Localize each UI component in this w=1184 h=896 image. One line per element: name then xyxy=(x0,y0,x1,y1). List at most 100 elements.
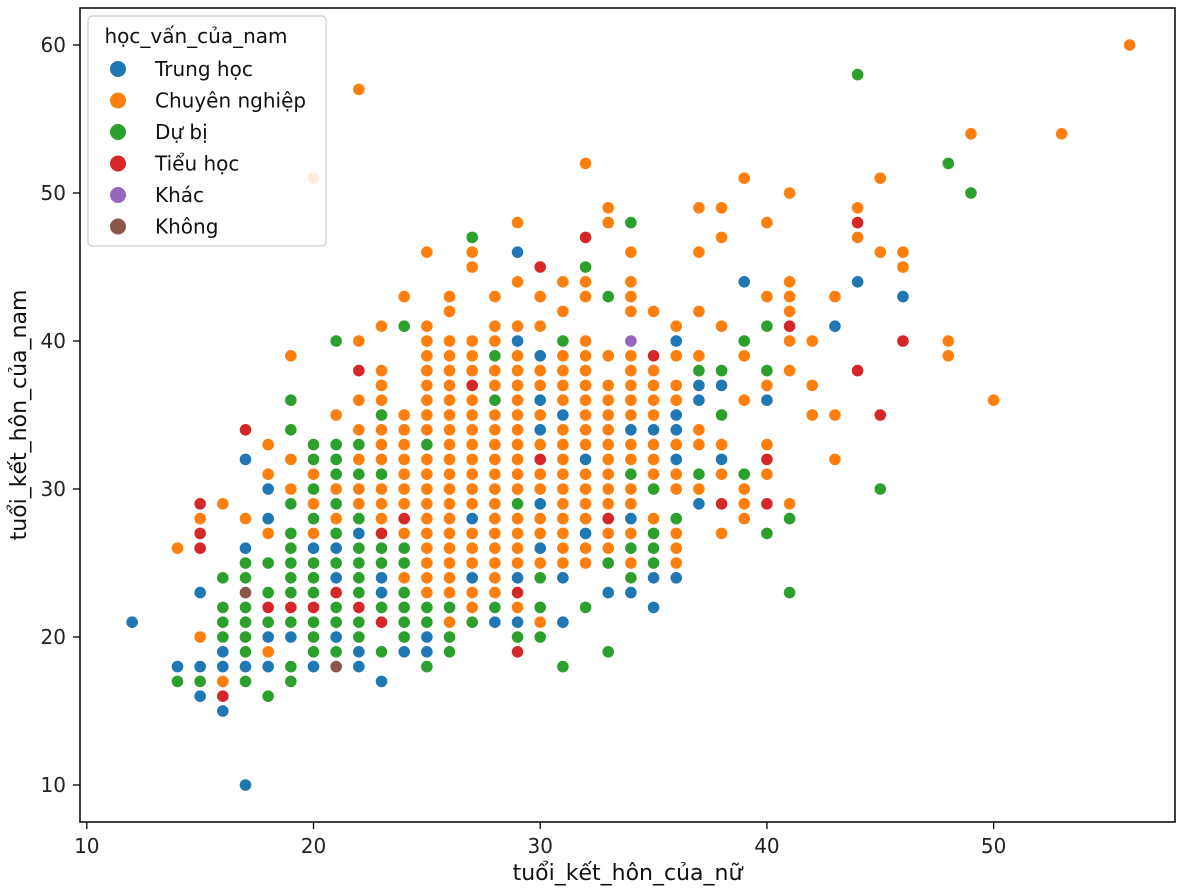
point-chuyen-nghiep xyxy=(624,349,638,363)
point-chuyen-nghiep xyxy=(442,511,457,526)
point-chuyen-nghiep xyxy=(442,304,457,318)
point-chuyen-nghiep xyxy=(510,437,525,452)
point-du-bi xyxy=(533,571,547,585)
point-chuyen-nghiep xyxy=(420,423,434,437)
point-tieu-hoc xyxy=(510,585,525,600)
point-chuyen-nghiep xyxy=(352,452,366,466)
point-chuyen-nghiep xyxy=(329,511,343,526)
point-chuyen-nghiep xyxy=(488,334,502,348)
point-du-bi xyxy=(510,630,525,644)
point-chuyen-nghiep xyxy=(556,363,570,378)
point-chuyen-nghiep xyxy=(510,467,525,481)
y-tick-label: 50 xyxy=(41,181,66,205)
point-trung-hoc xyxy=(465,511,479,526)
point-trung-hoc xyxy=(578,452,593,466)
point-chuyen-nghiep xyxy=(465,541,479,555)
point-chuyen-nghiep xyxy=(374,319,389,333)
point-chuyen-nghiep xyxy=(646,511,661,526)
point-chuyen-nghiep xyxy=(465,363,479,378)
x-tick-label: 40 xyxy=(754,834,779,858)
point-chuyen-nghiep xyxy=(510,319,525,333)
point-chuyen-nghiep xyxy=(578,156,593,170)
point-chuyen-nghiep xyxy=(601,482,615,496)
point-du-bi xyxy=(352,630,366,644)
point-tieu-hoc xyxy=(397,511,411,526)
point-chuyen-nghiep xyxy=(420,363,434,378)
point-chuyen-nghiep xyxy=(556,526,570,541)
point-tieu-hoc xyxy=(578,230,593,244)
point-chuyen-nghiep xyxy=(488,452,502,466)
point-trung-hoc xyxy=(828,319,842,333)
point-du-bi xyxy=(465,615,479,629)
point-du-bi xyxy=(352,541,366,555)
point-du-bi xyxy=(397,585,411,600)
point-chuyen-nghiep xyxy=(578,482,593,496)
point-chuyen-nghiep xyxy=(533,615,547,629)
x-tick-label: 20 xyxy=(301,834,326,858)
point-trung-hoc xyxy=(737,275,751,289)
point-chuyen-nghiep xyxy=(624,275,638,289)
point-chuyen-nghiep xyxy=(578,437,593,452)
point-du-bi xyxy=(465,230,479,244)
point-chuyen-nghiep xyxy=(420,482,434,496)
point-du-bi xyxy=(601,556,615,570)
point-trung-hoc xyxy=(488,615,502,629)
point-trung-hoc xyxy=(533,393,547,407)
point-chuyen-nghiep xyxy=(352,393,366,407)
point-trung-hoc xyxy=(420,630,434,644)
point-du-bi xyxy=(216,630,230,644)
point-du-bi xyxy=(420,600,434,615)
point-chuyen-nghiep xyxy=(669,437,683,452)
point-du-bi xyxy=(238,571,253,585)
point-du-bi xyxy=(284,541,298,555)
point-chuyen-nghiep xyxy=(442,423,457,437)
point-chuyen-nghiep xyxy=(488,363,502,378)
point-du-bi xyxy=(374,600,389,615)
point-chuyen-nghiep xyxy=(782,186,797,200)
point-chuyen-nghiep xyxy=(601,526,615,541)
point-du-bi xyxy=(238,674,253,689)
point-chuyen-nghiep xyxy=(805,334,819,348)
point-chuyen-nghiep xyxy=(714,467,729,481)
point-tieu-hoc xyxy=(510,645,525,659)
point-du-bi xyxy=(261,615,275,629)
point-trung-hoc xyxy=(624,511,638,526)
point-chuyen-nghiep xyxy=(873,245,887,259)
point-du-bi xyxy=(374,541,389,555)
point-chuyen-nghiep xyxy=(624,482,638,496)
point-chuyen-nghiep xyxy=(420,571,434,585)
point-chuyen-nghiep xyxy=(510,363,525,378)
point-trung-hoc xyxy=(125,615,139,629)
legend-label: Dự bị xyxy=(155,120,208,144)
point-trung-hoc xyxy=(760,393,774,407)
point-chuyen-nghiep xyxy=(578,556,593,570)
point-chuyen-nghiep xyxy=(465,482,479,496)
point-trung-hoc xyxy=(352,659,366,674)
point-trung-hoc xyxy=(714,452,729,466)
point-chuyen-nghiep xyxy=(374,437,389,452)
point-du-bi xyxy=(397,630,411,644)
point-trung-hoc xyxy=(261,511,275,526)
point-du-bi xyxy=(692,467,706,481)
point-chuyen-nghiep xyxy=(488,378,502,392)
point-du-bi xyxy=(284,659,298,674)
point-chuyen-nghiep xyxy=(646,378,661,392)
point-chuyen-nghiep xyxy=(238,511,253,526)
point-du-bi xyxy=(216,600,230,615)
point-du-bi xyxy=(284,556,298,570)
point-chuyen-nghiep xyxy=(782,289,797,304)
point-chuyen-nghiep xyxy=(692,437,706,452)
point-chuyen-nghiep xyxy=(624,526,638,541)
point-chuyen-nghiep xyxy=(442,482,457,496)
point-trung-hoc xyxy=(306,659,321,674)
point-du-bi xyxy=(420,437,434,452)
legend-label: Khác xyxy=(155,183,204,207)
point-chuyen-nghiep xyxy=(714,526,729,541)
point-chuyen-nghiep xyxy=(601,437,615,452)
point-trung-hoc xyxy=(216,645,230,659)
data-points xyxy=(125,38,1137,792)
point-chuyen-nghiep xyxy=(873,171,887,185)
point-du-bi xyxy=(624,541,638,555)
point-chuyen-nghiep xyxy=(374,378,389,392)
point-du-bi xyxy=(851,68,865,82)
